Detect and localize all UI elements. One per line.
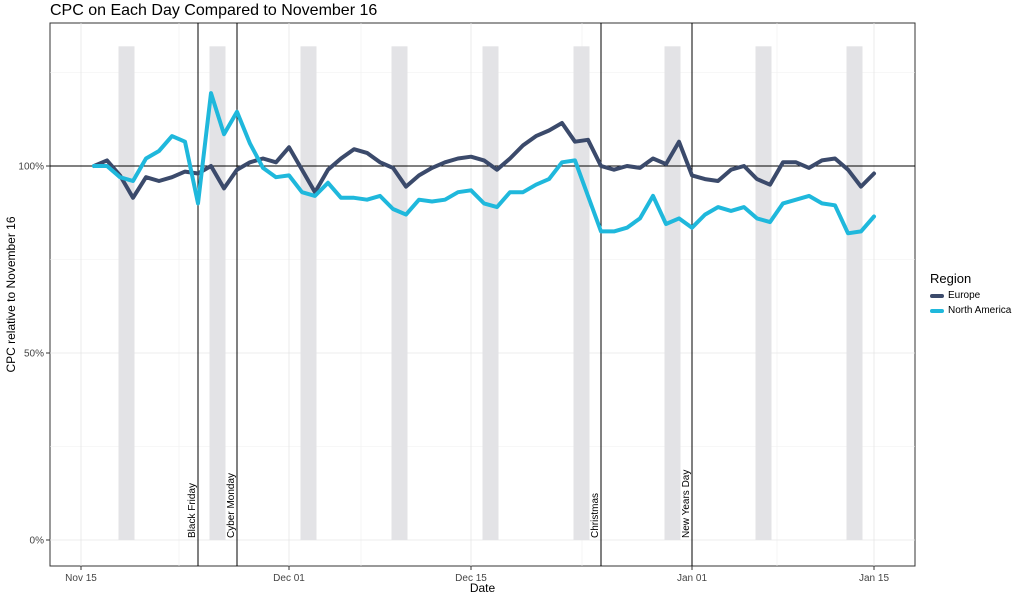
weekend-shade [300,46,317,540]
y-tick-label: 100% [18,162,44,173]
weekend-shade [482,46,499,540]
weekend-shade [755,46,772,540]
x-tick-label: Dec 01 [273,573,305,584]
legend-swatch-europe [930,293,944,298]
y-tick-label: 0% [30,536,45,547]
weekend-shade [209,46,226,540]
x-tick-label: Dec 15 [455,573,487,584]
legend-label-north-america: North America [948,305,1012,316]
weekend-shade [118,46,135,540]
legend-item-north-america: North America [930,305,1011,316]
legend-swatch-north-america [930,308,944,313]
event-label: Christmas [590,493,601,538]
x-tick-label: Jan 01 [677,573,707,584]
event-label: Cyber Monday [226,473,237,538]
weekend-shade [391,46,408,540]
series-line-north-america [92,91,876,236]
legend-item-europe: Europe [930,290,980,301]
x-tick-label: Jan 15 [859,573,889,584]
y-axis-label: CPC relative to November 16 [4,216,18,372]
x-tick-label: Nov 15 [65,573,97,584]
event-label: New Years Day [681,470,692,538]
y-tick-label: 50% [24,349,44,360]
series-line-europe [92,121,876,200]
legend-title: Region [930,271,972,286]
weekend-shade [664,46,681,540]
event-label: Black Friday [187,483,198,538]
weekend-shade [573,46,590,540]
chart-title: CPC on Each Day Compared to November 16 [50,2,378,19]
weekend-shade [846,46,863,540]
legend-label-europe: Europe [948,290,981,301]
x-axis-label: Date [470,581,496,595]
